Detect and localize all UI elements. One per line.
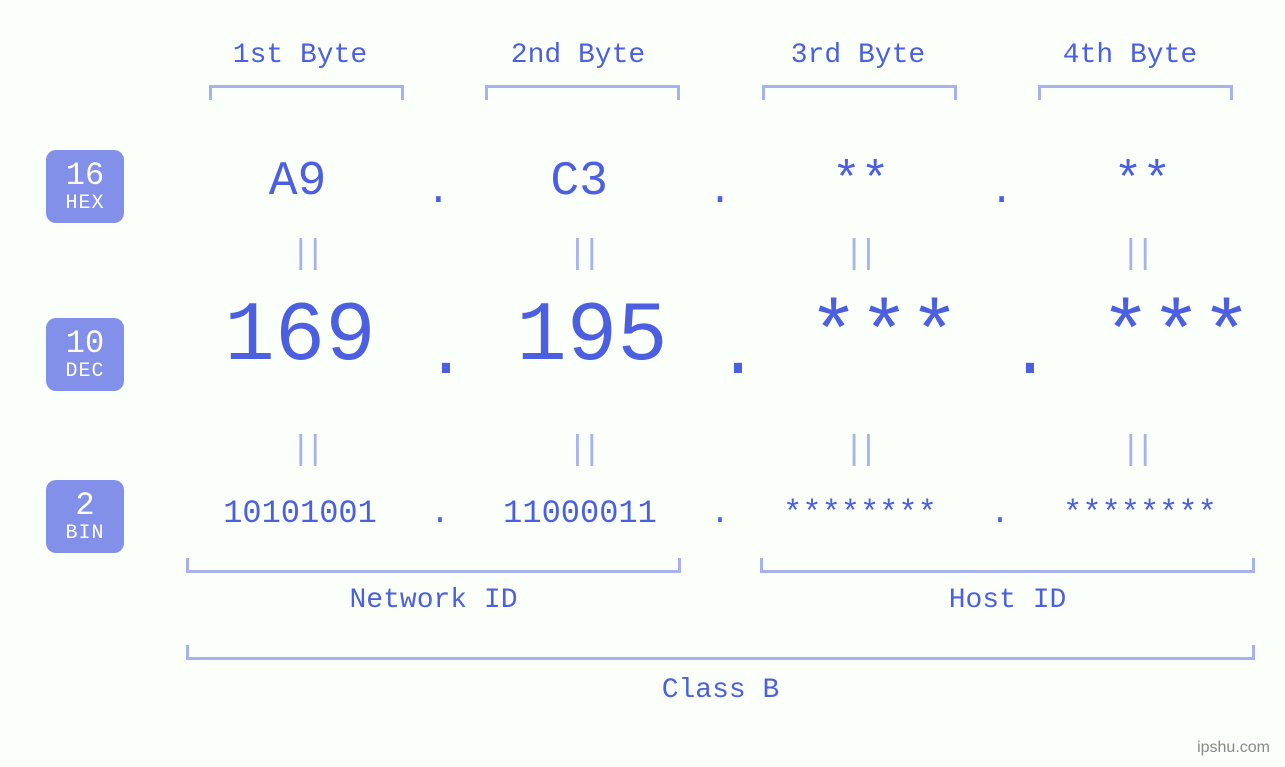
bin-dot-2: . [710,495,729,532]
badge-bin-label: BIN [58,523,112,545]
dec-val-1: 169 [175,290,425,385]
badge-dec: 10 DEC [46,318,124,391]
dec-row: 169 . 195 . *** . *** [175,290,1265,385]
equals-row-2: || || || || [205,432,1235,470]
bracket-byte-4 [1038,85,1233,100]
equals-2-2: || [482,432,682,470]
bin-dot-1: . [430,495,449,532]
hex-val-2: C3 [462,155,697,209]
hex-dot-1: . [426,170,450,215]
badge-hex-num: 16 [58,158,112,193]
label-network-id: Network ID [186,585,681,616]
byte-header-2: 2nd Byte [478,40,678,71]
equals-2-3: || [758,432,958,470]
label-host-id: Host ID [760,585,1255,616]
byte-header-4: 4th Byte [1030,40,1230,71]
byte-header-1: 1st Byte [200,40,400,71]
badge-bin-num: 2 [58,488,112,523]
bracket-network-id [186,558,681,573]
badge-bin: 2 BIN [46,480,124,553]
dec-val-2: 195 [467,290,717,385]
bin-dot-3: . [990,495,1009,532]
badge-hex: 16 HEX [46,150,124,223]
bin-row: 10101001 . 11000011 . ******** . *******… [175,495,1265,532]
bracket-byte-1 [209,85,404,100]
bracket-byte-2 [485,85,680,100]
dec-dot-2: . [717,316,759,395]
dec-dot-3: . [1009,316,1051,395]
equals-1-4: || [1035,236,1235,274]
equals-1-1: || [205,236,405,274]
equals-row-1: || || || || [205,236,1235,274]
bracket-class [186,645,1255,660]
bin-val-4: ******** [1015,495,1265,532]
equals-2-4: || [1035,432,1235,470]
dec-dot-1: . [425,316,467,395]
bin-val-2: 11000011 [455,495,705,532]
hex-val-3: ** [743,155,978,209]
equals-2-1: || [205,432,405,470]
bin-val-3: ******** [735,495,985,532]
equals-1-3: || [758,236,958,274]
dec-val-3: *** [759,290,1009,385]
hex-row: A9 . C3 . ** . ** [180,155,1260,209]
bracket-byte-3 [762,85,957,100]
byte-header-3: 3rd Byte [758,40,958,71]
hex-val-4: ** [1025,155,1260,209]
bracket-host-id [760,558,1255,573]
badge-hex-label: HEX [58,193,112,215]
label-class: Class B [186,675,1255,706]
dec-val-4: *** [1051,290,1285,385]
hex-val-1: A9 [180,155,415,209]
watermark: ipshu.com [1197,739,1270,757]
bin-val-1: 10101001 [175,495,425,532]
hex-dot-2: . [708,170,732,215]
badge-dec-label: DEC [58,361,112,383]
equals-1-2: || [482,236,682,274]
hex-dot-3: . [990,170,1014,215]
badge-dec-num: 10 [58,326,112,361]
